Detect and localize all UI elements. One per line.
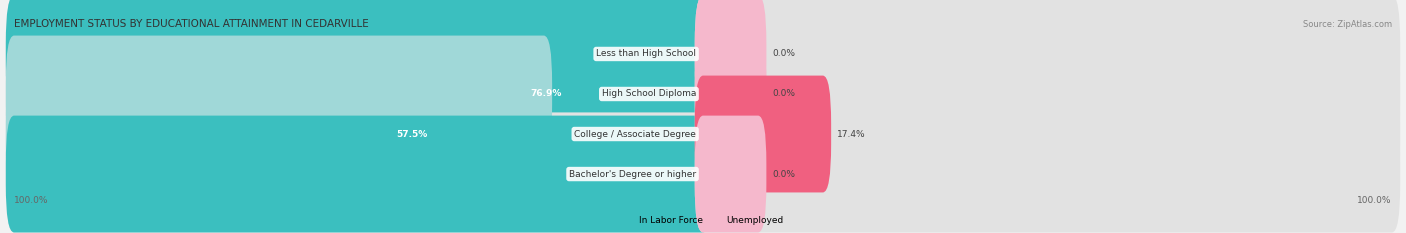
Text: 100.0%: 100.0% [689,49,727,58]
Text: Source: ZipAtlas.com: Source: ZipAtlas.com [1303,20,1392,29]
Text: High School Diploma: High School Diploma [602,89,696,99]
FancyBboxPatch shape [695,116,1400,233]
FancyBboxPatch shape [6,0,711,112]
FancyBboxPatch shape [6,36,711,152]
FancyBboxPatch shape [695,36,766,152]
FancyBboxPatch shape [695,36,1400,152]
Text: 76.9%: 76.9% [530,89,561,99]
FancyBboxPatch shape [695,0,1400,112]
Text: 100.0%: 100.0% [14,196,49,205]
Legend: In Labor Force, Unemployed: In Labor Force, Unemployed [619,212,787,229]
Text: 100.0%: 100.0% [689,170,727,178]
Text: EMPLOYMENT STATUS BY EDUCATIONAL ATTAINMENT IN CEDARVILLE: EMPLOYMENT STATUS BY EDUCATIONAL ATTAINM… [14,19,368,29]
FancyBboxPatch shape [6,36,553,152]
Text: 0.0%: 0.0% [772,49,794,58]
Text: Less than High School: Less than High School [596,49,696,58]
FancyBboxPatch shape [695,75,831,192]
FancyBboxPatch shape [6,0,711,112]
Text: College / Associate Degree: College / Associate Degree [574,130,696,138]
FancyBboxPatch shape [695,116,766,233]
Text: 57.5%: 57.5% [396,130,427,138]
Text: Bachelor's Degree or higher: Bachelor's Degree or higher [569,170,696,178]
FancyBboxPatch shape [6,75,711,192]
Text: 17.4%: 17.4% [837,130,865,138]
Text: 0.0%: 0.0% [772,89,794,99]
Text: 100.0%: 100.0% [1357,196,1392,205]
FancyBboxPatch shape [6,75,419,192]
Text: 0.0%: 0.0% [772,170,794,178]
FancyBboxPatch shape [695,0,766,112]
FancyBboxPatch shape [695,75,1400,192]
FancyBboxPatch shape [6,116,711,233]
FancyBboxPatch shape [6,116,711,233]
